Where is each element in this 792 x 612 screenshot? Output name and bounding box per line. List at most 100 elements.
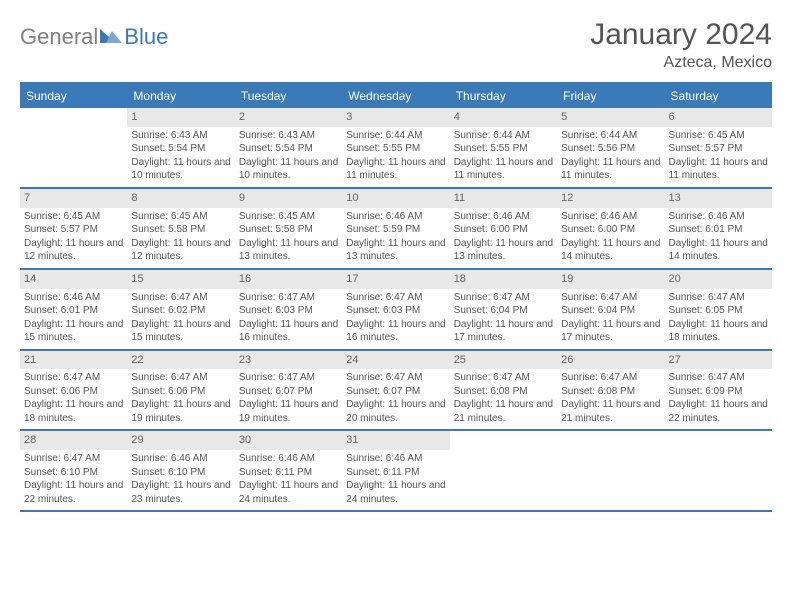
week-row: 14Sunrise: 6:46 AMSunset: 6:01 PMDayligh…	[20, 270, 772, 351]
day-body: Sunrise: 6:44 AMSunset: 5:55 PMDaylight:…	[450, 127, 557, 187]
day-cell: 8Sunrise: 6:45 AMSunset: 5:58 PMDaylight…	[127, 189, 234, 268]
day-body: Sunrise: 6:46 AMSunset: 6:01 PMDaylight:…	[20, 289, 127, 349]
day-number: 12	[557, 189, 664, 208]
day-cell: 11Sunrise: 6:46 AMSunset: 6:00 PMDayligh…	[450, 189, 557, 268]
week-row: 1Sunrise: 6:43 AMSunset: 5:54 PMDaylight…	[20, 108, 772, 189]
sunrise-text: Sunrise: 6:47 AM	[24, 371, 123, 385]
sunset-text: Sunset: 6:00 PM	[561, 223, 660, 237]
sunset-text: Sunset: 6:10 PM	[24, 466, 123, 480]
sunset-text: Sunset: 6:07 PM	[239, 385, 338, 399]
day-cell: 26Sunrise: 6:47 AMSunset: 6:08 PMDayligh…	[557, 351, 664, 430]
day-number: 4	[450, 108, 557, 127]
day-number: 22	[127, 351, 234, 370]
sunset-text: Sunset: 6:06 PM	[131, 385, 230, 399]
sunset-text: Sunset: 5:54 PM	[131, 142, 230, 156]
day-number: 27	[665, 351, 772, 370]
day-body: Sunrise: 6:45 AMSunset: 5:57 PMDaylight:…	[665, 127, 772, 187]
sunset-text: Sunset: 6:01 PM	[24, 304, 123, 318]
day-body: Sunrise: 6:46 AMSunset: 5:59 PMDaylight:…	[342, 208, 449, 268]
sunset-text: Sunset: 6:07 PM	[346, 385, 445, 399]
daylight-text: Daylight: 11 hours and 19 minutes.	[131, 398, 230, 425]
daylight-text: Daylight: 11 hours and 22 minutes.	[669, 398, 768, 425]
day-cell: 2Sunrise: 6:43 AMSunset: 5:54 PMDaylight…	[235, 108, 342, 187]
day-number: 6	[665, 108, 772, 127]
daylight-text: Daylight: 11 hours and 14 minutes.	[561, 237, 660, 264]
day-body: Sunrise: 6:47 AMSunset: 6:10 PMDaylight:…	[20, 450, 127, 510]
sunrise-text: Sunrise: 6:43 AM	[239, 129, 338, 143]
sunrise-text: Sunrise: 6:47 AM	[131, 291, 230, 305]
day-cell: 10Sunrise: 6:46 AMSunset: 5:59 PMDayligh…	[342, 189, 449, 268]
sunrise-text: Sunrise: 6:46 AM	[346, 210, 445, 224]
daylight-text: Daylight: 11 hours and 13 minutes.	[239, 237, 338, 264]
day-cell	[20, 108, 127, 187]
sunrise-text: Sunrise: 6:47 AM	[454, 371, 553, 385]
day-cell: 18Sunrise: 6:47 AMSunset: 6:04 PMDayligh…	[450, 270, 557, 349]
daylight-text: Daylight: 11 hours and 24 minutes.	[346, 479, 445, 506]
daylight-text: Daylight: 11 hours and 20 minutes.	[346, 398, 445, 425]
day-number: 11	[450, 189, 557, 208]
day-cell: 7Sunrise: 6:45 AMSunset: 5:57 PMDaylight…	[20, 189, 127, 268]
day-number: 17	[342, 270, 449, 289]
sunrise-text: Sunrise: 6:45 AM	[24, 210, 123, 224]
day-body: Sunrise: 6:47 AMSunset: 6:07 PMDaylight:…	[235, 369, 342, 429]
sunrise-text: Sunrise: 6:43 AM	[131, 129, 230, 143]
sunset-text: Sunset: 5:59 PM	[346, 223, 445, 237]
sunrise-text: Sunrise: 6:46 AM	[239, 452, 338, 466]
day-cell: 31Sunrise: 6:46 AMSunset: 6:11 PMDayligh…	[342, 431, 449, 510]
sunset-text: Sunset: 5:56 PM	[561, 142, 660, 156]
day-number: 23	[235, 351, 342, 370]
sunset-text: Sunset: 6:10 PM	[131, 466, 230, 480]
sunset-text: Sunset: 5:54 PM	[239, 142, 338, 156]
day-body: Sunrise: 6:46 AMSunset: 6:00 PMDaylight:…	[450, 208, 557, 268]
sunrise-text: Sunrise: 6:47 AM	[669, 371, 768, 385]
day-cell: 12Sunrise: 6:46 AMSunset: 6:00 PMDayligh…	[557, 189, 664, 268]
sunset-text: Sunset: 6:04 PM	[561, 304, 660, 318]
daylight-text: Daylight: 11 hours and 21 minutes.	[454, 398, 553, 425]
sunset-text: Sunset: 5:55 PM	[454, 142, 553, 156]
day-body: Sunrise: 6:47 AMSunset: 6:08 PMDaylight:…	[450, 369, 557, 429]
sunrise-text: Sunrise: 6:44 AM	[454, 129, 553, 143]
daylight-text: Daylight: 11 hours and 17 minutes.	[454, 318, 553, 345]
brand-general-text: General	[20, 24, 98, 50]
day-cell: 6Sunrise: 6:45 AMSunset: 5:57 PMDaylight…	[665, 108, 772, 187]
day-header: Sunday	[20, 84, 127, 108]
sunrise-text: Sunrise: 6:47 AM	[561, 291, 660, 305]
sunset-text: Sunset: 5:58 PM	[131, 223, 230, 237]
weeks-container: 1Sunrise: 6:43 AMSunset: 5:54 PMDaylight…	[20, 108, 772, 512]
brand-logo: General Blue	[20, 18, 168, 50]
sunrise-text: Sunrise: 6:47 AM	[24, 452, 123, 466]
day-cell: 5Sunrise: 6:44 AMSunset: 5:56 PMDaylight…	[557, 108, 664, 187]
day-cell: 20Sunrise: 6:47 AMSunset: 6:05 PMDayligh…	[665, 270, 772, 349]
daylight-text: Daylight: 11 hours and 15 minutes.	[24, 318, 123, 345]
day-header-row: SundayMondayTuesdayWednesdayThursdayFrid…	[20, 84, 772, 108]
day-number: 1	[127, 108, 234, 127]
daylight-text: Daylight: 11 hours and 13 minutes.	[454, 237, 553, 264]
sunrise-text: Sunrise: 6:46 AM	[669, 210, 768, 224]
sunset-text: Sunset: 6:08 PM	[561, 385, 660, 399]
sunset-text: Sunset: 6:11 PM	[346, 466, 445, 480]
sunset-text: Sunset: 5:55 PM	[346, 142, 445, 156]
location: Azteca, Mexico	[590, 54, 772, 72]
sunrise-text: Sunrise: 6:45 AM	[669, 129, 768, 143]
day-number: 31	[342, 431, 449, 450]
day-header: Friday	[557, 84, 664, 108]
daylight-text: Daylight: 11 hours and 11 minutes.	[669, 156, 768, 183]
brand-blue-text: Blue	[124, 24, 168, 50]
sunset-text: Sunset: 6:02 PM	[131, 304, 230, 318]
daylight-text: Daylight: 11 hours and 17 minutes.	[561, 318, 660, 345]
daylight-text: Daylight: 11 hours and 19 minutes.	[239, 398, 338, 425]
sunrise-text: Sunrise: 6:46 AM	[24, 291, 123, 305]
day-header: Wednesday	[342, 84, 449, 108]
day-number: 20	[665, 270, 772, 289]
sunrise-text: Sunrise: 6:47 AM	[669, 291, 768, 305]
day-body: Sunrise: 6:47 AMSunset: 6:04 PMDaylight:…	[557, 289, 664, 349]
sunset-text: Sunset: 5:57 PM	[669, 142, 768, 156]
day-number: 15	[127, 270, 234, 289]
daylight-text: Daylight: 11 hours and 24 minutes.	[239, 479, 338, 506]
day-number: 29	[127, 431, 234, 450]
daylight-text: Daylight: 11 hours and 21 minutes.	[561, 398, 660, 425]
day-body: Sunrise: 6:47 AMSunset: 6:09 PMDaylight:…	[665, 369, 772, 429]
day-cell: 22Sunrise: 6:47 AMSunset: 6:06 PMDayligh…	[127, 351, 234, 430]
daylight-text: Daylight: 11 hours and 23 minutes.	[131, 479, 230, 506]
day-number: 5	[557, 108, 664, 127]
